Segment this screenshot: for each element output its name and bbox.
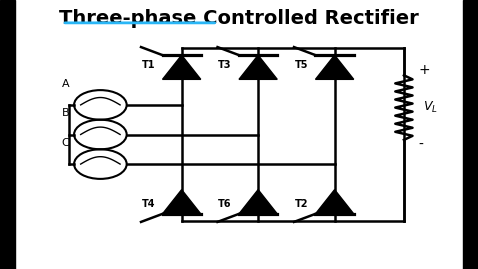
Text: T6: T6	[218, 199, 232, 210]
Polygon shape	[163, 190, 201, 214]
Text: T5: T5	[295, 59, 308, 70]
Text: T3: T3	[218, 59, 232, 70]
Polygon shape	[239, 190, 277, 214]
Text: T1: T1	[142, 59, 155, 70]
Text: -: -	[418, 138, 423, 152]
Text: Three-phase Controlled Rectifier: Three-phase Controlled Rectifier	[59, 9, 419, 29]
Text: B: B	[62, 108, 69, 118]
Polygon shape	[163, 55, 201, 79]
Polygon shape	[239, 55, 277, 79]
Text: C: C	[62, 138, 69, 148]
Text: +: +	[418, 63, 430, 77]
Text: A: A	[62, 79, 69, 89]
Text: $V_L$: $V_L$	[423, 100, 438, 115]
Text: T2: T2	[295, 199, 308, 210]
Polygon shape	[315, 190, 354, 214]
Polygon shape	[315, 55, 354, 79]
Text: T4: T4	[142, 199, 155, 210]
